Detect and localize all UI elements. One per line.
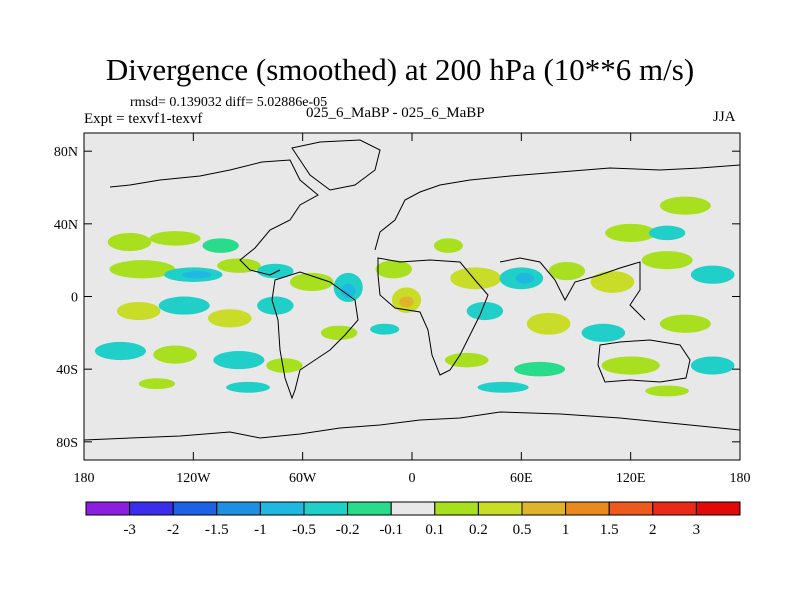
field-contour-27	[207, 309, 252, 328]
field-contour-39	[444, 352, 489, 368]
field-contour-44	[226, 381, 270, 393]
field-contour-31	[466, 301, 504, 321]
colorbar-label-0: -3	[123, 522, 136, 538]
field-contour-26	[158, 296, 210, 315]
field-contour-24	[648, 225, 686, 241]
colorbar-swatch-13	[652, 501, 697, 516]
coastline-eurasia	[374, 164, 740, 251]
field-contour-41	[601, 356, 660, 375]
field-contour-42	[690, 356, 735, 375]
chart-title: Divergence (smoothed) at 200 hPa (10**6 …	[105, 52, 695, 87]
x-tick-label-3: 0	[409, 471, 416, 486]
x-tick-label-0: 180	[74, 471, 95, 486]
field-contour-34	[659, 314, 711, 333]
colorbar-label-4: -0.5	[292, 522, 316, 538]
field-contour-30	[370, 323, 400, 335]
coastline-greenland	[291, 139, 381, 191]
field-contour-21	[690, 265, 735, 284]
colorbar-swatch-10	[521, 501, 567, 516]
x-tick-label-2: 60W	[289, 471, 317, 486]
y-tick-label-0: 80N	[54, 145, 78, 160]
colorbar-label-10: 1	[562, 522, 570, 538]
field-contour-3	[109, 260, 176, 279]
colorbar-label-5: -0.2	[336, 522, 360, 538]
field-contour-11	[375, 260, 412, 279]
field-contour-28	[257, 296, 294, 315]
field-contour-22	[659, 196, 711, 215]
colorbar-swatch-5	[303, 501, 349, 516]
coastline-north-america	[109, 159, 319, 276]
stats-label: rmsd= 0.139032 diff= 5.02886e-05	[130, 95, 328, 110]
field-contour-18	[548, 261, 586, 281]
field-contour-5	[182, 271, 212, 279]
field-contour-37	[213, 351, 265, 370]
colorbar-swatch-14	[695, 501, 741, 516]
x-tick-label-5: 120E	[616, 471, 646, 486]
coastline-australia	[597, 339, 691, 383]
season-label: JJA	[713, 109, 736, 125]
colorbar-swatch-11	[565, 501, 610, 516]
field-contour-46	[645, 385, 689, 397]
field-contour-2	[202, 238, 239, 253]
field-contour-10	[340, 283, 356, 299]
colorbar-label-12: 2	[649, 522, 657, 538]
colorbar-swatch-2	[172, 501, 218, 516]
colorbar-swatch-7	[390, 501, 436, 516]
field-contour-40	[514, 361, 566, 377]
colorbar-swatch-8	[434, 501, 479, 516]
field-contour-8	[289, 272, 334, 292]
field-contour-1	[149, 231, 201, 246]
colorbar-label-7: 0.1	[425, 522, 444, 538]
field-contour-38	[266, 358, 303, 373]
field-contour-20	[641, 251, 693, 270]
colorbar-swatch-0	[85, 501, 131, 516]
colorbar-label-2: -1.5	[205, 522, 229, 538]
y-tick-label-1: 40N	[54, 218, 78, 233]
colorbar-swatch-1	[129, 501, 174, 516]
coastline-south-america	[271, 271, 359, 400]
colorbar-label-6: -0.1	[379, 522, 403, 538]
field-contour-7	[257, 263, 294, 279]
x-tick-label-6: 180	[730, 471, 751, 486]
field-contour-29	[320, 325, 358, 341]
x-tick-label-4: 60E	[510, 471, 533, 486]
field-contour-35	[94, 341, 146, 361]
field-contour-36	[153, 345, 197, 364]
y-tick-label-3: 40S	[56, 363, 78, 378]
field-contour-19	[590, 271, 635, 293]
field-contour-23	[605, 223, 657, 243]
colorbar-label-8: 0.2	[469, 522, 488, 538]
field-contour-13	[399, 296, 414, 308]
colorbar-label-11: 1.5	[600, 522, 619, 538]
y-tick-label-2: 0	[71, 291, 78, 306]
colorbar-swatch-4	[259, 501, 305, 516]
colorbar-swatch-12	[608, 501, 654, 516]
field-contour-15	[450, 267, 502, 290]
field-contour-33	[581, 323, 626, 342]
field-contour-32	[526, 312, 571, 335]
colorbar-swatch-9	[477, 501, 523, 516]
field-contour-25	[116, 301, 161, 321]
coastline-antarctica	[84, 411, 740, 441]
colorbar-swatch-3	[216, 501, 261, 516]
field-contour-14	[433, 238, 464, 253]
coastline-africa	[377, 257, 489, 376]
colorbar-swatch-6	[347, 501, 392, 516]
field-contour-43	[138, 378, 176, 390]
colorbar-label-1: -2	[167, 522, 180, 538]
colorbar-label-13: 3	[693, 522, 701, 538]
field-contour-0	[107, 232, 152, 252]
y-tick-label-4: 80S	[56, 436, 78, 451]
expt-label: Expt = texvf1-texvf	[84, 111, 203, 127]
colorbar-label-9: 0.5	[513, 522, 532, 538]
field-contour-45	[477, 381, 529, 393]
colorbar-label-3: -1	[254, 522, 267, 538]
x-tick-label-1: 120W	[176, 471, 211, 486]
coastline-india-asia	[499, 257, 646, 321]
field-contour-17	[515, 272, 535, 284]
case-label: 025_6_MaBP - 025_6_MaBP	[306, 105, 485, 121]
